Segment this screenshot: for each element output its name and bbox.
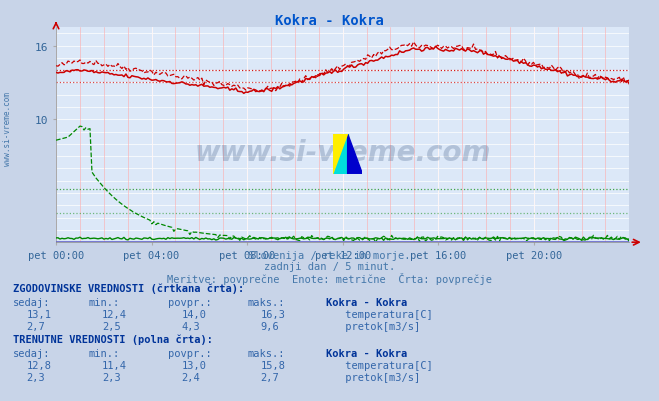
Text: povpr.:: povpr.: (168, 298, 212, 308)
Polygon shape (333, 134, 348, 174)
Text: Meritve: povprečne  Enote: metrične  Črta: povprečje: Meritve: povprečne Enote: metrične Črta:… (167, 272, 492, 284)
Text: maks.:: maks.: (247, 298, 285, 308)
Text: Kokra - Kokra: Kokra - Kokra (275, 14, 384, 28)
Text: TRENUTNE VREDNOSTI (polna črta):: TRENUTNE VREDNOSTI (polna črta): (13, 334, 213, 344)
Text: sedaj:: sedaj: (13, 298, 51, 308)
Text: 13,1: 13,1 (26, 310, 51, 320)
Text: min.:: min.: (89, 298, 120, 308)
Text: Slovenija / reke in morje.: Slovenija / reke in morje. (248, 251, 411, 261)
Text: www.si-vreme.com: www.si-vreme.com (3, 91, 13, 165)
Text: Kokra - Kokra: Kokra - Kokra (326, 298, 407, 308)
Text: 2,3: 2,3 (26, 373, 45, 383)
Text: sedaj:: sedaj: (13, 348, 51, 358)
Text: pretok[m3/s]: pretok[m3/s] (339, 373, 420, 383)
Text: pretok[m3/s]: pretok[m3/s] (339, 322, 420, 332)
Text: povpr.:: povpr.: (168, 348, 212, 358)
Text: 2,3: 2,3 (102, 373, 121, 383)
Text: 9,6: 9,6 (260, 322, 279, 332)
Text: 12,4: 12,4 (102, 310, 127, 320)
Text: 11,4: 11,4 (102, 360, 127, 371)
Text: zadnji dan / 5 minut.: zadnji dan / 5 minut. (264, 261, 395, 271)
Text: 13,0: 13,0 (181, 360, 206, 371)
Text: 16,3: 16,3 (260, 310, 285, 320)
Text: temperatura[C]: temperatura[C] (339, 360, 433, 371)
Bar (333, 134, 348, 174)
Text: www.si-vreme.com: www.si-vreme.com (194, 138, 491, 166)
Text: 14,0: 14,0 (181, 310, 206, 320)
Polygon shape (333, 134, 348, 174)
Text: 2,7: 2,7 (260, 373, 279, 383)
Text: 2,5: 2,5 (102, 322, 121, 332)
Text: maks.:: maks.: (247, 348, 285, 358)
Text: 4,3: 4,3 (181, 322, 200, 332)
Text: 2,7: 2,7 (26, 322, 45, 332)
Text: 15,8: 15,8 (260, 360, 285, 371)
Text: min.:: min.: (89, 348, 120, 358)
Text: temperatura[C]: temperatura[C] (339, 310, 433, 320)
Text: ZGODOVINSKE VREDNOSTI (črtkana črta):: ZGODOVINSKE VREDNOSTI (črtkana črta): (13, 283, 244, 293)
Text: 2,4: 2,4 (181, 373, 200, 383)
Text: 12,8: 12,8 (26, 360, 51, 371)
Polygon shape (348, 134, 362, 174)
Text: Kokra - Kokra: Kokra - Kokra (326, 348, 407, 358)
